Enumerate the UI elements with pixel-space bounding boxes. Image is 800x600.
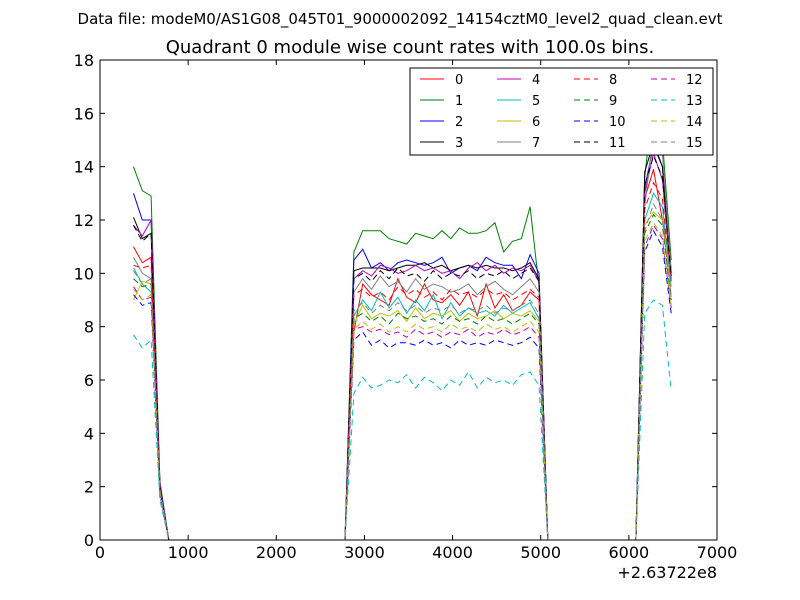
y-tick-label: 12	[74, 211, 94, 230]
legend-label-13: 13	[686, 94, 703, 109]
y-tick-label: 10	[74, 264, 94, 283]
plot-frame	[99, 59, 718, 541]
series-line-14	[133, 221, 672, 541]
series-line-15	[133, 202, 672, 541]
y-tick-label: 16	[74, 104, 94, 123]
series-line-1	[133, 97, 672, 541]
chart-title: Quadrant 0 module wise count rates with …	[166, 37, 655, 58]
y-tick-label: 14	[74, 158, 94, 177]
x-tick-label: 6000	[608, 543, 649, 562]
series-line-7	[133, 130, 672, 541]
series-line-0	[133, 169, 672, 541]
series-line-13	[133, 299, 672, 541]
y-tick-label: 2	[84, 478, 94, 497]
legend-label-12: 12	[686, 73, 703, 88]
x-tick-label: 5000	[520, 543, 561, 562]
x-tick-label: 4000	[432, 543, 473, 562]
x-tick-label: 0	[95, 543, 105, 562]
y-tick-label: 6	[84, 371, 94, 390]
legend-label-6: 6	[532, 115, 540, 130]
legend-label-2: 2	[455, 115, 463, 130]
series-line-11	[133, 154, 672, 541]
x-tick-label: 3000	[344, 543, 385, 562]
series-line-9	[133, 213, 672, 541]
x-tick-label: 7000	[697, 543, 738, 562]
x-tick-label: 1000	[168, 543, 209, 562]
y-tick-label: 8	[84, 318, 94, 337]
legend-label-9: 9	[609, 94, 617, 109]
legend-label-10: 10	[609, 115, 626, 130]
series-line-4	[133, 151, 672, 541]
x-tick-label: 2000	[256, 543, 297, 562]
legend-label-11: 11	[609, 136, 626, 151]
legend-label-8: 8	[609, 73, 617, 88]
series-line-8	[133, 181, 672, 541]
legend-label-7: 7	[532, 136, 540, 151]
series-line-5	[133, 192, 672, 541]
legend-label-0: 0	[455, 73, 463, 88]
y-tick-label: 4	[84, 424, 94, 443]
legend-box	[409, 67, 714, 156]
legend-label-4: 4	[532, 73, 540, 88]
legend-label-3: 3	[455, 136, 463, 151]
y-tick-label: 18	[74, 51, 94, 70]
x-offset-label: +2.63722e8	[617, 563, 717, 582]
legend-label-1: 1	[455, 94, 463, 109]
series-line-10	[133, 229, 672, 541]
ticks-layer: 0 1000 2000 3000 4000 5000 6000 700002468101214…	[74, 51, 738, 562]
figure-suptitle: Data file: modeM0/AS1G08_045T01_90000020…	[78, 10, 723, 29]
y-tick-label: 0	[84, 531, 94, 550]
series-line-3	[133, 141, 672, 541]
legend-label-5: 5	[532, 94, 540, 109]
legend-label-14: 14	[686, 115, 703, 130]
series-layer	[133, 97, 672, 541]
legend-label-15: 15	[686, 136, 703, 151]
